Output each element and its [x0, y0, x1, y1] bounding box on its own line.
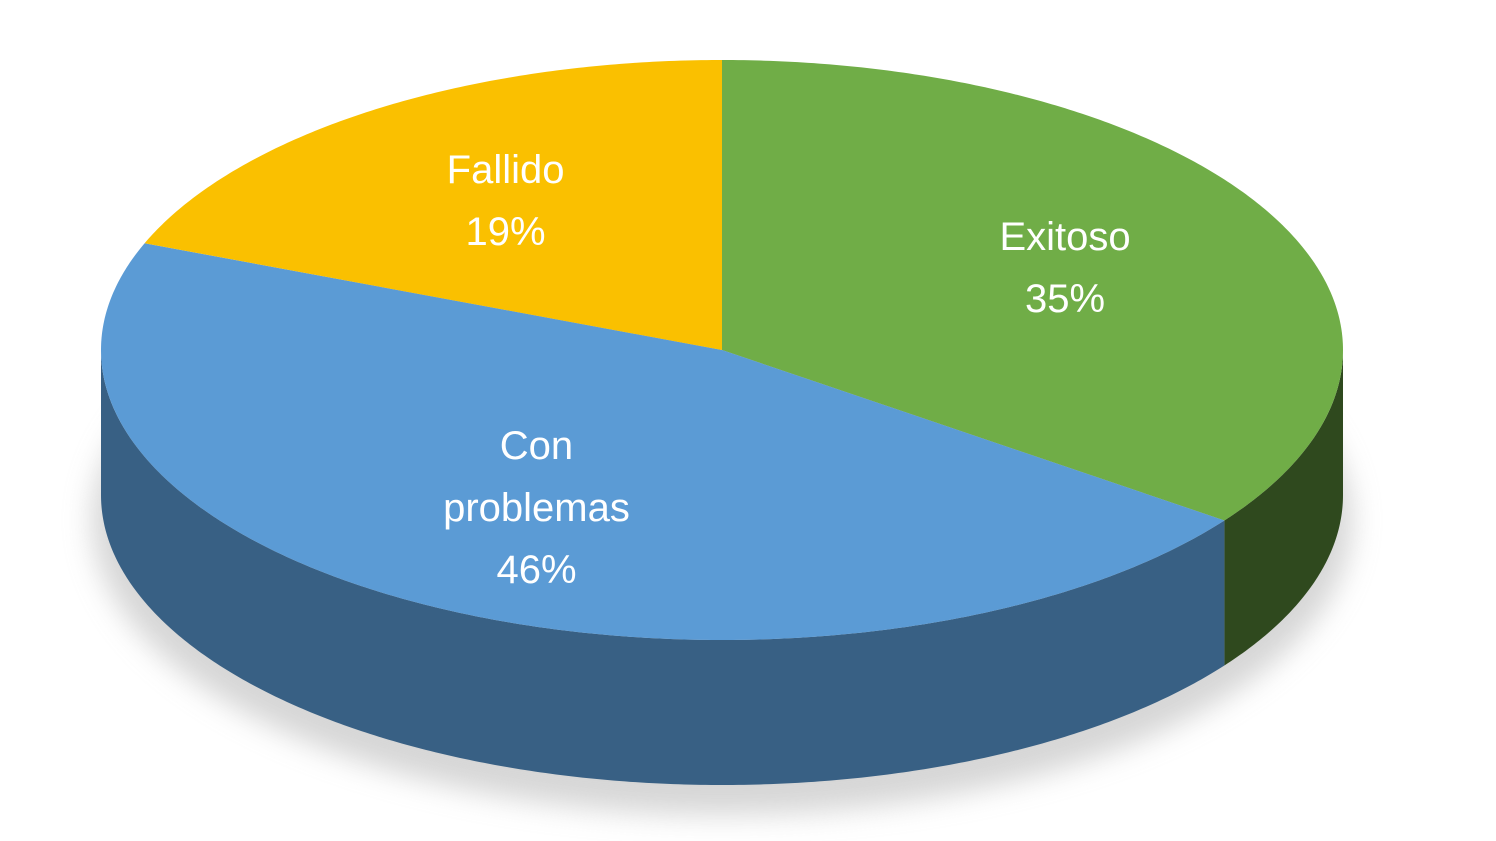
value-label: 46%: [496, 547, 577, 592]
slice-label: Fallido 19%: [386, 139, 626, 263]
category-label: Fallido: [446, 148, 565, 193]
slice-label: Con problemas 46%: [417, 415, 657, 601]
category-label: Con problemas: [443, 423, 630, 530]
value-label: 35%: [1025, 277, 1106, 322]
slice-side: [1224, 350, 1343, 666]
pie-slice: [722, 60, 1343, 521]
slice-side: [101, 350, 1225, 785]
pie-slice: [101, 243, 1225, 640]
category-label: Exitoso: [999, 215, 1131, 260]
pie-slice: [144, 60, 723, 350]
value-label: 19%: [465, 210, 546, 255]
slice-label: Exitoso 35%: [945, 206, 1185, 330]
